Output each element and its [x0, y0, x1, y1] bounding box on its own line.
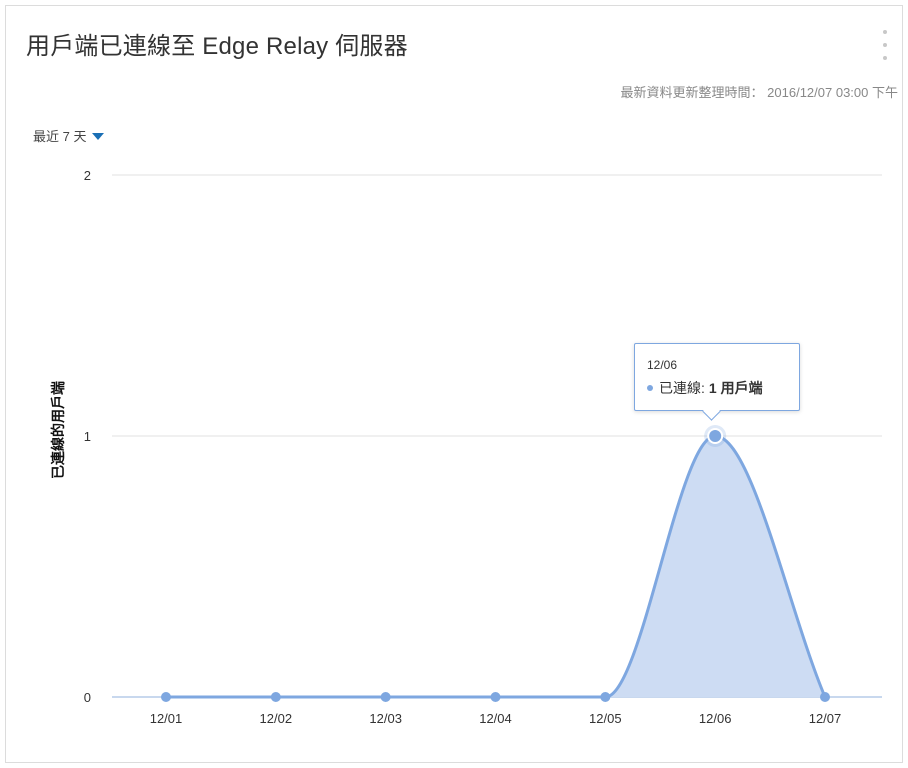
x-tick-label: 12/06: [699, 711, 732, 726]
x-tick-label: 12/03: [369, 711, 402, 726]
more-vertical-icon[interactable]: [880, 30, 890, 60]
tooltip-date: 12/06: [647, 358, 678, 372]
last-updated-label: 最新資料更新整理時間：: [620, 85, 764, 100]
x-tick-label: 12/07: [809, 711, 842, 726]
data-point: [161, 692, 171, 702]
chart-tooltip: 12/06 已連線: 1 用戶端: [634, 343, 800, 411]
series-area: [166, 436, 825, 697]
data-point: [707, 428, 724, 444]
y-tick-label: 2: [84, 168, 91, 183]
series-line: [165, 434, 827, 699]
x-tick-label: 12/01: [150, 711, 183, 726]
data-point: [600, 692, 611, 702]
caret-down-icon: [92, 133, 105, 140]
y-tick-label: 1: [84, 429, 91, 444]
range-label: 最近 7 天: [33, 129, 87, 144]
tooltip-series-marker: [647, 385, 653, 391]
tooltip-value: 1 用戶端: [708, 380, 763, 396]
last-updated-value: 2016/12/07 03:00 下午: [767, 85, 898, 100]
data-point: [490, 692, 501, 702]
data-point: [270, 692, 281, 702]
last-updated: 最新資料更新整理時間： 2016/12/07 03:00 下午: [621, 82, 898, 101]
tooltip-series-label: 已連線:: [659, 380, 705, 396]
data-point: [820, 692, 830, 702]
x-tick-label: 12/02: [260, 711, 293, 726]
x-tick-label: 12/05: [589, 711, 622, 726]
card-title: 用戶端已連線至 Edge Relay 伺服器: [26, 33, 408, 60]
x-tick-label: 12/04: [479, 711, 512, 726]
data-point: [380, 692, 391, 702]
range-dropdown[interactable]: 最近 7 天: [33, 126, 105, 145]
y-tick-label: 0: [84, 690, 91, 705]
